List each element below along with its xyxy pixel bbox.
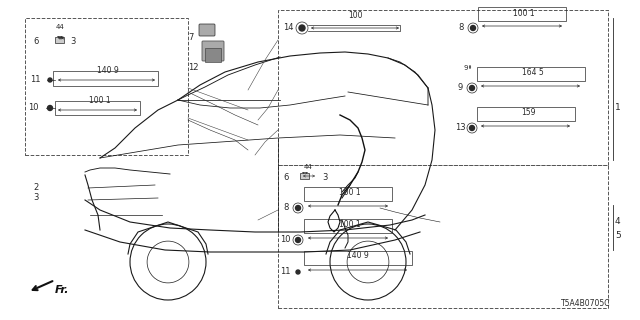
Bar — [25, 18, 188, 155]
Text: 6: 6 — [283, 173, 289, 182]
Text: 3: 3 — [33, 194, 38, 203]
Text: 12: 12 — [188, 63, 198, 73]
Text: 100 1: 100 1 — [339, 220, 361, 229]
Bar — [278, 165, 608, 308]
Circle shape — [48, 78, 52, 82]
Circle shape — [470, 85, 474, 91]
Text: 44: 44 — [56, 24, 65, 30]
Text: 159: 159 — [521, 108, 535, 117]
Circle shape — [296, 270, 300, 274]
Bar — [53, 71, 158, 86]
Text: 11: 11 — [30, 76, 40, 84]
Text: 3: 3 — [70, 37, 76, 46]
Text: Fr.: Fr. — [55, 285, 70, 295]
Text: 100 1: 100 1 — [513, 9, 535, 18]
Text: 8: 8 — [458, 23, 463, 33]
FancyBboxPatch shape — [199, 24, 215, 36]
Bar — [55, 37, 64, 43]
Circle shape — [47, 106, 52, 110]
Text: 13: 13 — [455, 124, 466, 132]
Text: 3: 3 — [322, 173, 328, 182]
Bar — [304, 219, 392, 233]
Text: 100 1: 100 1 — [89, 96, 111, 105]
Text: 8: 8 — [283, 204, 289, 212]
Text: 5: 5 — [615, 230, 621, 239]
Text: 4: 4 — [615, 218, 621, 227]
Text: T5A4B0705C: T5A4B0705C — [561, 299, 610, 308]
Bar — [477, 67, 585, 81]
Text: 1: 1 — [615, 103, 621, 113]
Bar — [300, 173, 308, 179]
Bar — [304, 187, 392, 201]
Text: 9: 9 — [463, 65, 467, 71]
Text: 140 9: 140 9 — [347, 251, 369, 260]
Bar — [205, 48, 221, 62]
Text: 6: 6 — [33, 37, 38, 46]
Bar — [477, 107, 575, 121]
Text: 164 5: 164 5 — [522, 68, 544, 77]
Text: 2: 2 — [33, 183, 38, 193]
Bar — [278, 10, 608, 165]
Circle shape — [296, 205, 301, 211]
Bar — [55, 101, 140, 115]
Circle shape — [296, 237, 301, 243]
Text: 140 9: 140 9 — [97, 66, 119, 75]
Circle shape — [470, 125, 474, 131]
Bar — [478, 7, 566, 21]
Text: 44: 44 — [303, 164, 312, 170]
Circle shape — [470, 26, 476, 30]
FancyBboxPatch shape — [202, 41, 224, 61]
Text: 100 1: 100 1 — [339, 188, 361, 197]
Bar — [304, 251, 412, 265]
Text: 7: 7 — [188, 34, 193, 43]
Text: 11: 11 — [280, 268, 291, 276]
Circle shape — [299, 25, 305, 31]
Text: 10: 10 — [28, 103, 38, 113]
Text: 10: 10 — [280, 236, 291, 244]
Text: 100: 100 — [348, 11, 362, 20]
Text: 9: 9 — [457, 84, 462, 92]
Text: 14: 14 — [283, 23, 294, 33]
